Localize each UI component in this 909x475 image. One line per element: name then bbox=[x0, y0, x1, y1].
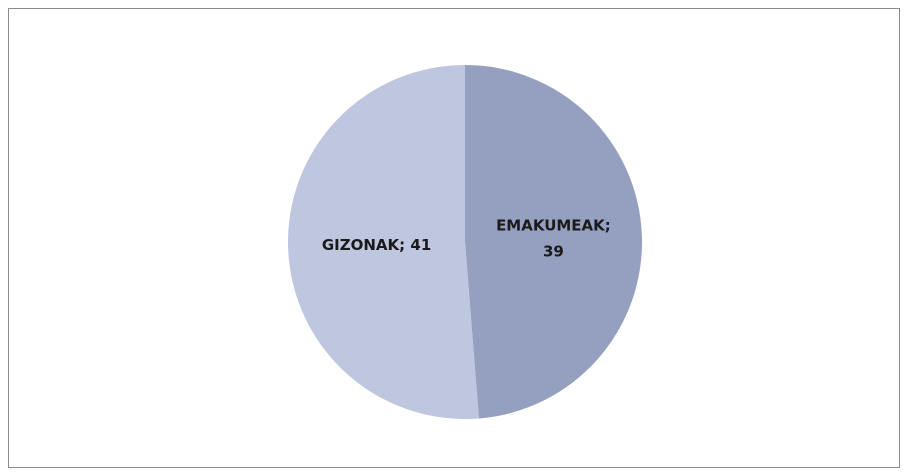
data-label: EMAKUMEAK; 39 bbox=[496, 216, 611, 260]
pie-slice: EMAKUMEAK bbox=[465, 65, 643, 419]
data-label: GIZONAK; 41 bbox=[322, 236, 431, 254]
pie-slice: GIZONAK bbox=[288, 65, 479, 419]
